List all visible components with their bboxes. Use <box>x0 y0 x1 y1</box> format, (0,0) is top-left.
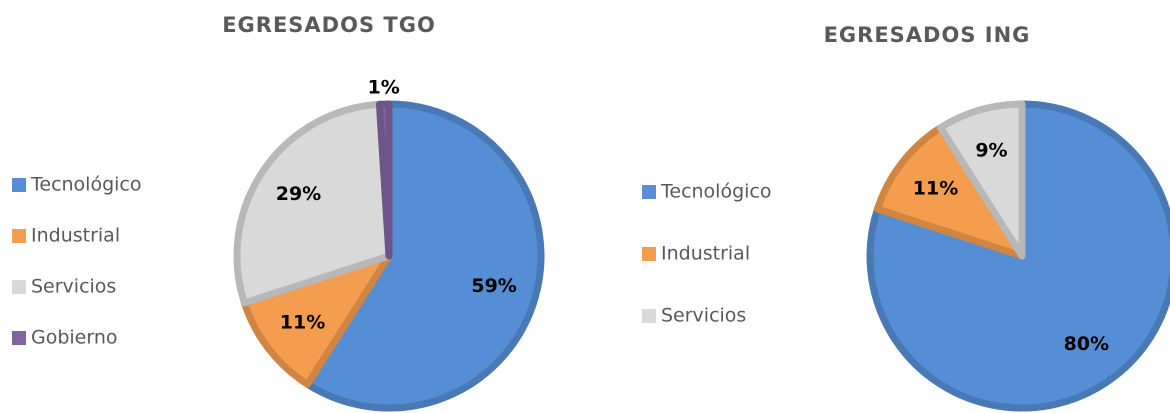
chart-title: EGRESADOS TGO <box>222 13 436 37</box>
pie-slice <box>240 252 393 388</box>
legend-swatch <box>642 247 656 261</box>
legend-label: Gobierno <box>31 327 118 349</box>
legend-swatch <box>12 229 26 243</box>
data-label: 9% <box>975 139 1007 161</box>
pie-slice <box>873 124 1026 260</box>
legend-swatch <box>642 185 656 199</box>
legend-label: Tecnológico <box>660 181 772 203</box>
pie-slice <box>233 100 393 307</box>
data-label: 59% <box>471 275 516 297</box>
legend-label: Industrial <box>31 225 120 247</box>
legend-swatch <box>642 309 656 323</box>
pie-slice <box>937 100 1026 260</box>
pie-slice <box>375 100 393 260</box>
data-label: 29% <box>276 183 321 205</box>
legend-swatch <box>12 178 26 192</box>
data-label: 11% <box>913 177 958 199</box>
legend-swatch <box>12 331 26 345</box>
data-label: 80% <box>1064 333 1109 355</box>
legend-swatch <box>12 280 26 294</box>
legend-label: Servicios <box>31 276 116 298</box>
legend-label: Tecnológico <box>30 174 142 196</box>
legend-label: Industrial <box>661 243 750 265</box>
legend-label: Servicios <box>661 305 746 327</box>
chart-title: EGRESADOS ING <box>824 23 1031 47</box>
pie-slice <box>304 100 545 412</box>
data-label: 11% <box>280 312 325 334</box>
data-label: 1% <box>368 77 400 99</box>
